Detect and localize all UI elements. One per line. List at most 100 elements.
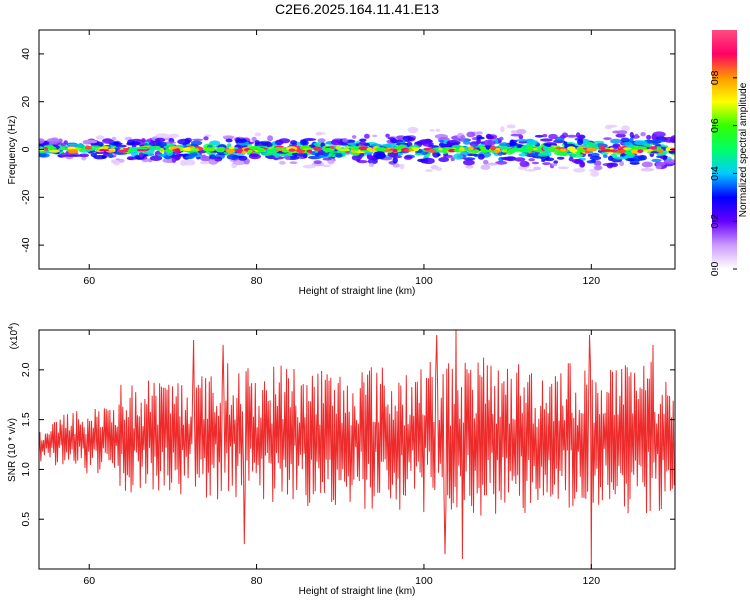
spectrogram-cell [177, 138, 191, 145]
spectrogram-cell [556, 156, 565, 160]
spectrogram-cell [655, 165, 662, 170]
spectrogram-cell [375, 147, 387, 152]
spectrogram-cell [39, 153, 50, 158]
spectrogram-cell [629, 162, 640, 165]
snr-x-axis-label: Height of straight line (km) [299, 586, 416, 597]
spectrogram-cell [408, 149, 414, 152]
spectrogram-cell [600, 149, 613, 152]
spectrogram-cell [603, 154, 608, 158]
spectrogram-cell [174, 148, 181, 153]
spectrogram-cell [621, 125, 630, 132]
spectrogram-cell [548, 146, 556, 152]
spectrogram-cell [460, 135, 466, 141]
spectrogram-cell [39, 138, 45, 144]
spectrogram-cell [548, 133, 558, 140]
spectrogram-cell [275, 139, 284, 146]
spectrogram-cell [500, 156, 515, 160]
spectrogram-cell [499, 142, 509, 147]
y-tick-label: 40 [20, 48, 32, 60]
spectrogram-cell [478, 136, 485, 140]
spectrogram-cell [330, 139, 342, 146]
spectrogram-cell [102, 138, 113, 144]
spectrogram-cell [524, 169, 537, 172]
spectrogram-cell [498, 136, 504, 141]
spectrogram-cell [483, 159, 489, 165]
spectrogram-cell [285, 155, 291, 161]
y-tick-label: 1.0 [20, 462, 32, 477]
spectrogram-cell [322, 151, 329, 157]
spectrogram-cell [422, 157, 435, 165]
spectrogram-cell [399, 163, 405, 170]
spectrogram-cell [476, 131, 483, 134]
spectrogram-cell [634, 133, 639, 139]
spectrogram-cell [394, 139, 404, 143]
spectrogram-cell [540, 138, 553, 142]
spectrogram-cell [435, 128, 441, 132]
spectrogram-cell [367, 155, 372, 160]
spectrogram-cell [111, 159, 117, 164]
spectrogram-cell [533, 166, 542, 171]
spectrogram-cell [589, 155, 602, 161]
spectrogram-cell [435, 167, 443, 171]
spectrogram-cell [209, 154, 216, 160]
spectrogram-cell [479, 146, 487, 150]
spectrogram-cell [557, 166, 569, 170]
spectrogram-cell [99, 148, 109, 152]
spectrogram-cell [629, 131, 634, 138]
spectrogram-cell [480, 149, 490, 153]
spectrogram-panel: 60 80 100 120 40 20 0 -20 -40 Height of straight… [7, 29, 676, 297]
spectrogram-cell [257, 147, 265, 153]
spectrogram-cell [59, 146, 66, 151]
spectrogram-cell [518, 153, 528, 157]
spectrogram-cell [302, 148, 315, 151]
spectrogram-cell [111, 136, 117, 141]
spectrogram-cell [300, 139, 309, 146]
spectrogram-x-axis-label: Height of straight line (km) [299, 286, 416, 297]
spectrogram-cell [96, 135, 105, 140]
spectrogram-cell [466, 131, 476, 138]
spectrogram-cell [593, 165, 603, 171]
y-tick-label: 20 [20, 96, 32, 108]
colorbar-tick-label: 0.4 [709, 166, 721, 181]
spectrogram-cell [528, 158, 535, 162]
spectrogram-cell [640, 167, 655, 172]
spectrogram-cell [154, 137, 166, 143]
spectrogram-cell [322, 148, 335, 153]
chart-title: C2E6.2025.164.11.41.E13 [275, 1, 439, 17]
spectrogram-cell [403, 155, 413, 160]
spectrogram-cell [168, 133, 180, 138]
spectrogram-cell [385, 142, 397, 149]
spectrogram-cell [531, 161, 540, 165]
spectrogram-cell [163, 141, 177, 144]
spectrogram-cell [569, 149, 578, 153]
spectrogram-cell [302, 152, 308, 158]
spectrogram-cell [199, 160, 210, 165]
colorbar: 0.0 0.2 0.4 0.6 0.8 Normalized spectral ampl… [709, 30, 749, 276]
x-tick-label: 60 [83, 275, 95, 287]
y-tick-label: 0.5 [20, 512, 32, 527]
spectrogram-cell [593, 140, 605, 144]
spectrogram-cell [313, 160, 322, 165]
spectrogram-cell [438, 157, 450, 163]
spectrogram-cell [358, 146, 369, 151]
spectrogram-cell [321, 164, 332, 167]
spectrogram-cell [108, 153, 114, 158]
spectrogram-cell [174, 154, 181, 160]
spectrogram-cell [458, 149, 467, 152]
spectrogram-cell [553, 160, 558, 164]
spectrogram-cell [93, 155, 106, 160]
spectrogram-cell [646, 134, 652, 140]
spectrogram-cell [228, 146, 235, 149]
spectrogram-cell [63, 140, 68, 145]
spectrogram-cell [634, 140, 648, 146]
spectrogram-cell [350, 142, 357, 146]
snr-panel: 60 80 100 120 0.5 1.0 1.5 2.0 Height of straigh… [7, 323, 676, 597]
spectrogram-cell [352, 147, 360, 151]
spectrogram-cell [131, 138, 142, 142]
spectrogram-cell [306, 149, 313, 153]
spectrogram-cell [573, 159, 584, 165]
colorbar-tick-label: 0.2 [709, 214, 721, 229]
spectrogram-cell [84, 145, 92, 150]
spectrogram-cell [254, 140, 260, 145]
spectrogram-cell [463, 157, 476, 161]
